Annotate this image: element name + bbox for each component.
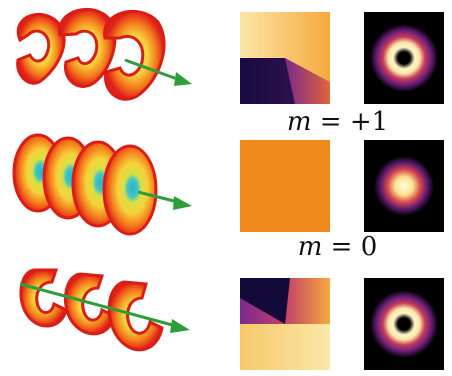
plane-wavefronts bbox=[12, 133, 192, 236]
label-rel: = bbox=[330, 232, 353, 262]
wavefront-4 bbox=[102, 144, 158, 236]
propagation-arrow-icon bbox=[174, 72, 192, 86]
propagation-axis bbox=[137, 190, 179, 204]
label-var: m bbox=[297, 232, 323, 262]
helical-wavefront-minus bbox=[19, 268, 190, 352]
intensity-ring-plus bbox=[364, 12, 444, 104]
helix-turn-3 bbox=[103, 10, 166, 101]
propagation-axis bbox=[124, 58, 181, 82]
helix-turn-1 bbox=[16, 12, 66, 85]
helical-wavefront-plus bbox=[16, 7, 192, 101]
label-m-0: m = 0 bbox=[240, 232, 435, 262]
label-m-plus-1: m = +1 bbox=[240, 107, 435, 137]
propagation-axis bbox=[19, 282, 177, 328]
phase-map-minus bbox=[240, 278, 330, 370]
helix-turn-1 bbox=[19, 268, 68, 328]
helix-turn-2 bbox=[58, 7, 117, 88]
propagation-arrow-icon bbox=[170, 319, 190, 333]
helix-turn-3 bbox=[107, 280, 164, 352]
phase-map-uniform bbox=[240, 140, 330, 232]
label-rel: = bbox=[319, 107, 342, 137]
propagation-arrow-icon bbox=[173, 196, 192, 210]
phase-map-plus bbox=[240, 12, 330, 104]
intensity-spot bbox=[364, 140, 444, 232]
intensity-ring-minus bbox=[364, 278, 444, 370]
label-var: m bbox=[286, 107, 312, 137]
label-val: +1 bbox=[349, 107, 389, 137]
label-val: 0 bbox=[360, 232, 378, 262]
